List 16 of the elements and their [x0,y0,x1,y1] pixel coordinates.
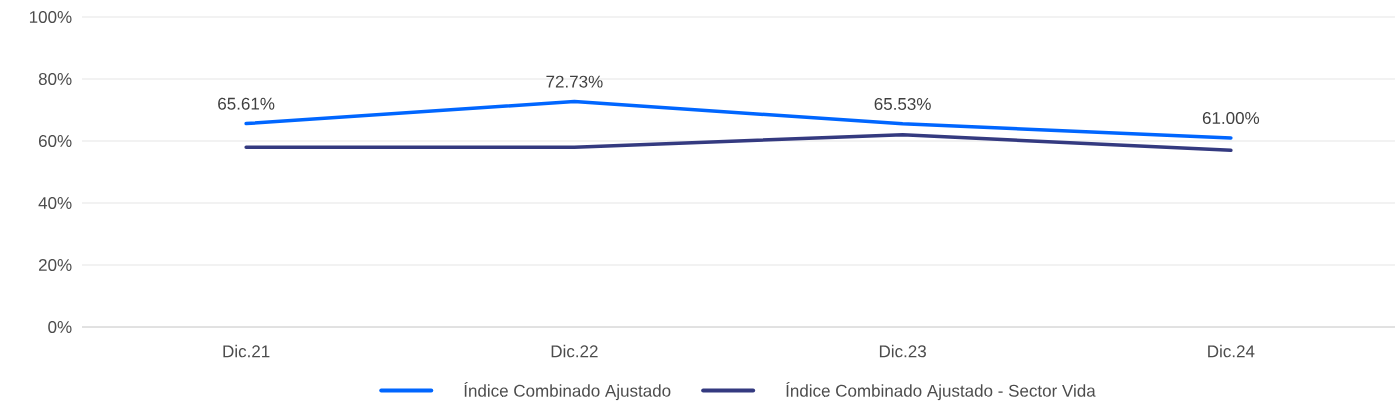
y-tick-label: 0% [48,320,72,333]
x-tick-label: Dic.24 [1208,344,1255,358]
data-label: 72.73% [546,75,603,88]
y-tick-label: 60% [38,134,72,147]
y-tick-label: 20% [38,258,72,271]
x-tick-label: Dic.22 [551,344,598,358]
x-tick-label: Dic.21 [223,344,270,358]
x-tick-label: Dic.23 [879,344,926,358]
legend-label: Índice Combinado Ajustado [464,381,671,401]
y-tick-label: 100% [29,10,72,23]
legend-label: Índice Combinado Ajustado - Sector Vida [786,381,1096,401]
data-label: 61.00% [1202,111,1260,124]
data-label: 65.53% [874,97,931,110]
y-tick-label: 80% [38,72,72,85]
data-label: 65.61% [218,97,275,110]
y-tick-label: 40% [38,196,72,209]
